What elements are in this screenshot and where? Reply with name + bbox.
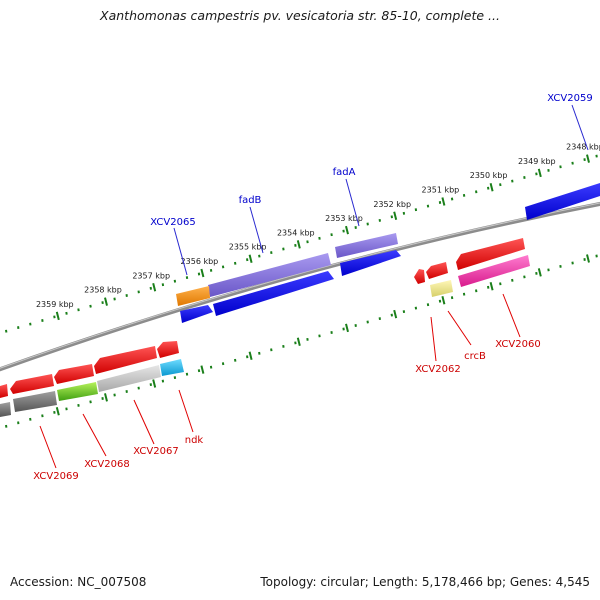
gene-label-xcv2062[interactable]: XCV2062 bbox=[415, 364, 460, 375]
ruler-major-tick bbox=[152, 379, 157, 388]
ruler-major-tick bbox=[296, 337, 301, 347]
ruler-major-tick bbox=[345, 225, 349, 235]
ruler-major-tick bbox=[104, 297, 108, 306]
gene-label-fadb[interactable]: fadB bbox=[239, 195, 262, 206]
ruler-kbp-label: 2355 kbp bbox=[229, 243, 267, 252]
ruler-major-tick bbox=[586, 154, 590, 163]
ruler-major-tick bbox=[441, 197, 446, 206]
xcv2067-cds-feature[interactable] bbox=[97, 365, 161, 392]
xcv2065-cds-feature[interactable] bbox=[180, 305, 213, 323]
gene-fada-feature[interactable] bbox=[335, 233, 398, 258]
gene-crcb-feature[interactable] bbox=[426, 262, 448, 279]
gene-xcv2059-feature[interactable] bbox=[525, 183, 600, 220]
xcv2062-leader bbox=[430, 316, 437, 362]
gene-ndk-feature[interactable] bbox=[157, 341, 179, 358]
ruler-major-tick bbox=[393, 211, 398, 221]
xcv2065-leader bbox=[173, 227, 188, 276]
ruler-kbp-label: 2359 kbp bbox=[36, 300, 74, 309]
gene-left-edge-feature[interactable] bbox=[0, 384, 8, 398]
left-edge-cds-feature[interactable] bbox=[0, 402, 11, 417]
ruler-major-tick bbox=[200, 268, 205, 278]
ruler-major-tick bbox=[152, 283, 157, 292]
ruler-major-tick bbox=[345, 323, 349, 333]
gene-xcv2067-feature[interactable] bbox=[94, 346, 157, 374]
gene-label-xcv2065[interactable]: XCV2065 bbox=[150, 217, 195, 228]
gene-label-xcv2060[interactable]: XCV2060 bbox=[495, 339, 540, 350]
ruler-major-tick bbox=[537, 268, 542, 277]
gene-xcv2065-feature[interactable] bbox=[176, 286, 210, 306]
gene-label-fada[interactable]: fadA bbox=[333, 167, 356, 178]
ruler-major-tick bbox=[489, 182, 494, 192]
ruler-kbp-label: 2352 kbp bbox=[373, 200, 411, 209]
xcv2068-cds-feature[interactable] bbox=[57, 382, 98, 401]
ruler-kbp-label: 2348 kbp bbox=[566, 143, 600, 152]
ruler-major-tick bbox=[586, 254, 590, 263]
map-title: Xanthomonas campestris pv. vesicatoria s… bbox=[100, 8, 500, 23]
crcb-cds-feature[interactable] bbox=[430, 280, 453, 297]
ruler-kbp-label: 2357 kbp bbox=[132, 271, 170, 280]
ruler-major-tick bbox=[248, 254, 253, 263]
ndk-cds-feature[interactable] bbox=[160, 359, 184, 376]
xcv2068-leader bbox=[82, 413, 107, 457]
xcv2067-leader bbox=[133, 399, 155, 445]
ruler-major-tick bbox=[393, 309, 398, 319]
ruler-kbp-label: 2356 kbp bbox=[181, 257, 219, 266]
ndk-leader bbox=[178, 389, 194, 433]
ruler-major-tick bbox=[55, 407, 60, 416]
ruler-kbp-label: 2350 kbp bbox=[470, 171, 508, 180]
position-ruler-upper: 2348 kbp 2349 kbp 2350 kbp 2351 kbp 2352 kbp… bbox=[5, 143, 600, 333]
ruler-major-tick bbox=[248, 351, 253, 360]
gene-xcv2068-feature[interactable] bbox=[54, 364, 94, 384]
fadb-leader bbox=[249, 206, 264, 254]
fadb-cds-feature[interactable] bbox=[213, 271, 334, 316]
accession-text: Accession: NC_007508 bbox=[10, 575, 147, 589]
gene-label-xcv2059[interactable]: XCV2059 bbox=[547, 93, 592, 104]
fada-leader bbox=[345, 178, 360, 227]
ruler-major-tick bbox=[489, 282, 494, 291]
ruler-major-tick bbox=[104, 393, 108, 402]
gene-label-xcv2067[interactable]: XCV2067 bbox=[133, 446, 178, 457]
ruler-major-tick bbox=[55, 311, 60, 321]
genome-summary-text: Topology: circular; Length: 5,178,466 bp… bbox=[260, 575, 590, 589]
gene-xcv2069-feature[interactable] bbox=[10, 374, 54, 394]
position-ruler-lower bbox=[5, 254, 598, 428]
xcv2060-cds-feature[interactable] bbox=[458, 255, 530, 287]
ruler-major-tick bbox=[537, 168, 542, 178]
gene-label-xcv2069[interactable]: XCV2069 bbox=[33, 471, 78, 482]
gene-label-ndk[interactable]: ndk bbox=[185, 435, 204, 446]
xcv2060-leader bbox=[502, 293, 521, 338]
genome-backbone bbox=[0, 201, 600, 372]
gene-label-xcv2068[interactable]: XCV2068 bbox=[84, 459, 129, 470]
gene-fadb-feature[interactable] bbox=[208, 253, 331, 297]
xcv2059-leader bbox=[571, 104, 589, 151]
ruler-major-tick bbox=[296, 240, 301, 249]
fada-cds-feature[interactable] bbox=[340, 250, 401, 276]
ruler-major-tick bbox=[441, 295, 446, 305]
ruler-kbp-label: 2349 kbp bbox=[518, 157, 556, 166]
xcv2069-cds-feature[interactable] bbox=[13, 391, 57, 412]
crcb-leader bbox=[447, 310, 472, 346]
ruler-minor-tick bbox=[89, 400, 92, 404]
genome-backbone-highlight bbox=[0, 202, 600, 369]
ruler-kbp-label: 2353 kbp bbox=[325, 214, 363, 223]
ruler-major-tick bbox=[200, 365, 205, 374]
ruler-kbp-label: 2354 kbp bbox=[277, 228, 315, 237]
gene-xcv2060-feature[interactable] bbox=[456, 238, 525, 270]
xcv2069-leader bbox=[39, 425, 57, 469]
gene-label-crcb[interactable]: crcB bbox=[464, 351, 486, 362]
ruler-kbp-label: 2358 kbp bbox=[84, 286, 122, 295]
gene-xcv2062-feature[interactable] bbox=[414, 269, 425, 284]
ruler-kbp-label: 2351 kbp bbox=[422, 186, 460, 195]
ruler-minor-tick bbox=[89, 304, 92, 308]
